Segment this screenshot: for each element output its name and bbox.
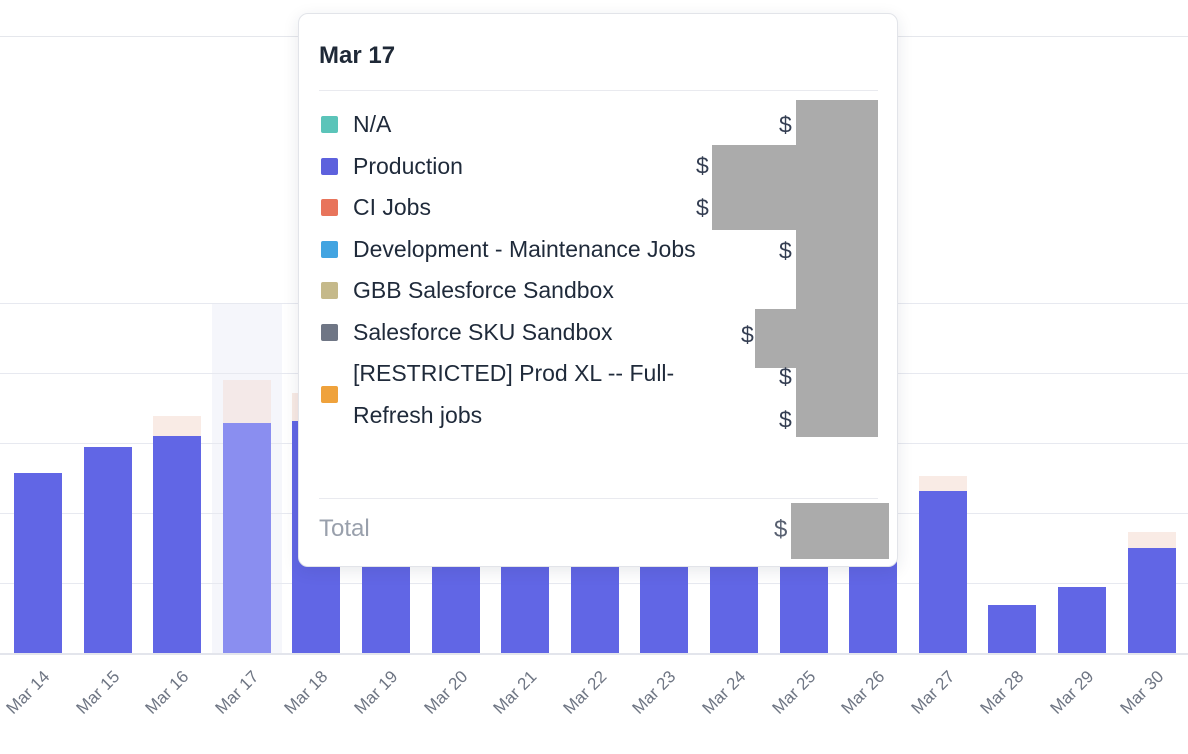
x-axis-label-mar-27: Mar 27	[907, 667, 959, 718]
x-axis-label-mar-23: Mar 23	[628, 667, 680, 718]
x-axis-label-mar-15: Mar 15	[72, 667, 124, 718]
bar-mar-28[interactable]	[988, 605, 1037, 653]
bar-mar-29[interactable]	[1058, 587, 1106, 653]
bar-segment-secondary-mar-17[interactable]	[222, 380, 271, 423]
tooltip-legend-row: GBB Salesforce Sandbox	[321, 270, 851, 312]
legend-swatch-icon	[321, 116, 338, 134]
tooltip-value-currency: $	[779, 406, 792, 433]
legend-label: N/A	[353, 111, 392, 137]
bar-mar-17[interactable]	[222, 423, 271, 653]
tooltip-legend-row: Production	[321, 146, 851, 188]
x-axis-label-mar-18: Mar 18	[280, 667, 332, 718]
redaction-box-value	[796, 100, 878, 437]
legend-label: Salesforce SKU Sandbox	[353, 318, 613, 345]
legend-label: CI Jobs	[353, 194, 431, 220]
tooltip-value-currency: $	[779, 237, 792, 264]
legend-swatch-icon	[321, 386, 338, 403]
redaction-box-total-value	[791, 503, 889, 559]
legend-swatch-icon	[321, 282, 338, 300]
x-axis-label-mar-28: Mar 28	[976, 667, 1028, 718]
tooltip-legend-row: Salesforce SKU Sandbox	[321, 312, 851, 354]
x-axis-label-mar-19: Mar 19	[350, 667, 402, 718]
x-axis-label-mar-24: Mar 24	[698, 667, 750, 718]
legend-label: [RESTRICTED] Prod XL -- Full-Refresh job…	[353, 360, 675, 428]
x-axis-label-mar-22: Mar 22	[559, 667, 611, 718]
bar-segment-secondary-mar-16[interactable]	[153, 416, 202, 436]
tooltip-value-currency: $	[696, 194, 709, 221]
bar-segment-secondary-mar-30[interactable]	[1127, 532, 1176, 548]
tooltip-legend-row: Development - Maintenance Jobs	[321, 229, 851, 271]
tooltip-value-currency: $	[779, 363, 792, 390]
x-axis-label-mar-14: Mar 14	[2, 667, 54, 718]
x-axis-label-mar-20: Mar 20	[420, 667, 472, 718]
legend-swatch-icon	[321, 323, 338, 341]
x-axis-label-mar-25: Mar 25	[768, 667, 820, 718]
tooltip-value-currency: $	[741, 321, 754, 348]
tooltip-total-label: Total	[319, 515, 370, 542]
x-axis-label-mar-17: Mar 17	[211, 667, 263, 718]
x-axis-label-mar-16: Mar 16	[141, 667, 193, 718]
x-axis-label-mar-29: Mar 29	[1046, 667, 1098, 718]
tooltip-date-title: Mar 17	[319, 42, 396, 69]
legend-label: Development - Maintenance Jobs	[353, 235, 696, 262]
bar-segment-secondary-mar-27[interactable]	[918, 476, 967, 491]
legend-label: GBB Salesforce Sandbox	[353, 277, 614, 303]
bar-mar-27[interactable]	[918, 491, 967, 653]
tooltip-header-divider	[319, 90, 878, 91]
legend-swatch-icon	[321, 157, 338, 175]
tooltip-value-currency: $	[696, 152, 709, 179]
tooltip-total-divider	[319, 498, 878, 499]
x-axis-label-mar-21: Mar 21	[489, 667, 541, 718]
bar-mar-14[interactable]	[14, 473, 62, 653]
redaction-box-value	[755, 309, 796, 368]
redaction-box-value	[712, 145, 796, 230]
bar-mar-30[interactable]	[1127, 548, 1176, 653]
tooltip-total-currency: $	[774, 516, 788, 543]
x-axis-label-mar-26: Mar 26	[837, 667, 889, 718]
tooltip-legend-row: N/A	[321, 104, 851, 146]
bar-mar-16[interactable]	[153, 436, 202, 653]
chart-tooltip: Mar 17 N/A Production CI Jobs Development -…	[298, 13, 898, 567]
bar-mar-15[interactable]	[83, 447, 132, 653]
tooltip-legend-row: [RESTRICTED] Prod XL -- Full-Refresh job…	[321, 353, 851, 436]
legend-swatch-icon	[321, 240, 338, 258]
tooltip-legend-row: CI Jobs	[321, 187, 851, 229]
x-axis-label-mar-30: Mar 30	[1116, 667, 1168, 718]
x-axis-line	[0, 653, 1188, 655]
legend-swatch-icon	[321, 199, 338, 217]
tooltip-value-currency: $	[779, 111, 792, 138]
legend-label: Production	[353, 152, 463, 179]
